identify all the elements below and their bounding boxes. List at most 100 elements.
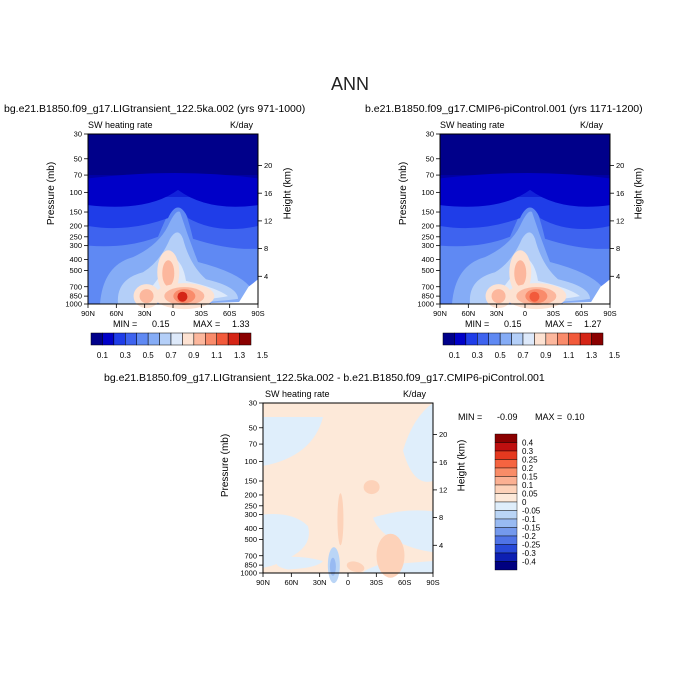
pressure-tick-label: 50 [74, 154, 82, 163]
latitude-tick-label: 0 [171, 309, 175, 318]
pressure-tick-label: 250 [244, 501, 257, 510]
panel3-max-label: MAX = [535, 412, 563, 422]
pressure-tick-label: 300 [244, 510, 257, 519]
latitude-tick-label: 30S [195, 309, 208, 318]
colorbar-swatch [494, 501, 518, 511]
colorbar-swatch [511, 332, 524, 346]
pressure-tick-label: 400 [244, 524, 257, 533]
colorbar-tick-label: 0.7 [165, 351, 177, 360]
latitude-tick-label: 60S [398, 578, 411, 587]
latitude-tick-label: 90S [251, 309, 264, 318]
panel2-title: b.e21.B1850.f09_g17.CMIP6-piControl.001 … [365, 103, 643, 115]
diff-negative-top-left [263, 416, 323, 466]
colorbar-swatch [465, 332, 478, 346]
panel3-max-value: 0.10 [567, 412, 585, 422]
colorbar-swatch [227, 332, 240, 346]
height-tick-label: 20 [439, 430, 447, 439]
field-max-sh-core [529, 291, 540, 302]
latitude-tick-label: 0 [523, 309, 527, 318]
panel1-min-value: 0.15 [152, 319, 170, 329]
pressure-tick-label: 70 [74, 171, 82, 180]
latitude-tick-label: 90N [433, 309, 447, 318]
colorbar-swatch [205, 332, 217, 346]
diff-negative-west [263, 514, 309, 568]
latitude-tick-label: 60N [109, 309, 123, 318]
latitude-tick-label: 90N [256, 578, 270, 587]
pressure-tick-label: 50 [249, 423, 257, 432]
colorbar-swatch [568, 332, 581, 346]
colorbar-tick-label: -0.25 [522, 540, 541, 549]
panel1-max-value: 1.33 [232, 319, 250, 329]
panel3-units-label: K/day [403, 389, 427, 399]
plot-frame [262, 402, 434, 574]
latitude-tick-label: 30S [547, 309, 560, 318]
colorbar-swatch [591, 332, 604, 346]
panel1-units-label: K/day [230, 120, 254, 130]
colorbar-tick-label: 0.25 [522, 455, 538, 464]
latitude-tick-label: 90N [81, 309, 95, 318]
colorbar-swatch [147, 332, 160, 346]
diff-negative-nh-low [276, 556, 323, 570]
colorbar-swatch [557, 332, 569, 346]
pressure-tick-label: 150 [244, 477, 257, 486]
colorbar-tick-label: 1.1 [563, 351, 575, 360]
pressure-tick-label: 200 [244, 491, 257, 500]
plot-frame [87, 133, 259, 305]
colorbar-swatch [494, 450, 518, 460]
colorbar-tick-label: -0.15 [522, 523, 541, 532]
colorbar-swatch [579, 332, 592, 346]
colorbar-swatch [494, 442, 518, 452]
height-tick-label: 20 [616, 161, 624, 170]
height-tick-label: 4 [439, 541, 443, 550]
pressure-tick-label: 300 [69, 241, 82, 250]
pressure-tick-label: 50 [426, 154, 434, 163]
latitude-tick-label: 60N [284, 578, 298, 587]
colorbar-swatch [494, 476, 518, 486]
panel2-variable-label: SW heating rate [440, 120, 505, 130]
colorbar-tick-label: -0.3 [522, 549, 536, 558]
colorbar-swatch [170, 332, 183, 346]
colorbar-swatch [522, 332, 535, 346]
colorbar-swatch [159, 332, 172, 346]
colorbar-swatch [454, 332, 467, 346]
colorbar-swatch [545, 332, 558, 346]
diff-positive-column [337, 493, 344, 546]
panel2-units-label: K/day [580, 120, 604, 130]
field-max-upper-core [162, 260, 175, 287]
colorbar-tick-label: 0.9 [540, 351, 552, 360]
field-max-nh-core [139, 289, 154, 304]
pressure-tick-label: 200 [421, 222, 434, 231]
colorbar-tick-label: 0.1 [97, 351, 109, 360]
colorbar-swatch [494, 535, 518, 545]
colorbar-tick-label: 0.05 [522, 489, 538, 498]
pressure-tick-label: 850 [244, 561, 257, 570]
diff-positive-sh-mid [376, 533, 405, 578]
pressure-tick-label: 300 [421, 241, 434, 250]
colorbar-tick-label: 0.3 [472, 351, 484, 360]
panel3-colorbar: 0.40.30.250.20.150.10.050-0.05-0.1-0.15-… [494, 433, 541, 571]
field-level-0.1 [88, 134, 258, 179]
colorbar-tick-label: 0.5 [143, 351, 155, 360]
panel3-title: bg.e21.B1850.f09_g17.LIGtransient_122.5k… [104, 372, 545, 384]
colorbar-swatch [494, 459, 518, 469]
pressure-tick-label: 250 [421, 232, 434, 241]
colorbar-swatch [494, 518, 518, 528]
colorbar-swatch [494, 493, 518, 503]
colorbar-tick-label: 0.4 [522, 438, 534, 447]
pressure-tick-label: 500 [69, 266, 82, 275]
pressure-tick-label: 100 [421, 188, 434, 197]
panel2-max-value: 1.27 [584, 319, 602, 329]
diff-negative-top-right [403, 403, 433, 482]
colorbar-tick-label: 0 [522, 498, 527, 507]
colorbar-tick-label: 0.1 [522, 481, 534, 490]
colorbar-tick-label: 1.5 [609, 351, 621, 360]
panel1-variable-label: SW heating rate [88, 120, 153, 130]
colorbar-tick-label: 0.2 [522, 464, 534, 473]
latitude-tick-label: 30S [370, 578, 383, 587]
colorbar-swatch [494, 467, 518, 477]
latitude-tick-label: 30N [490, 309, 504, 318]
panel3-min-value: -0.09 [497, 412, 518, 422]
colorbar-tick-label: 1.3 [234, 351, 246, 360]
